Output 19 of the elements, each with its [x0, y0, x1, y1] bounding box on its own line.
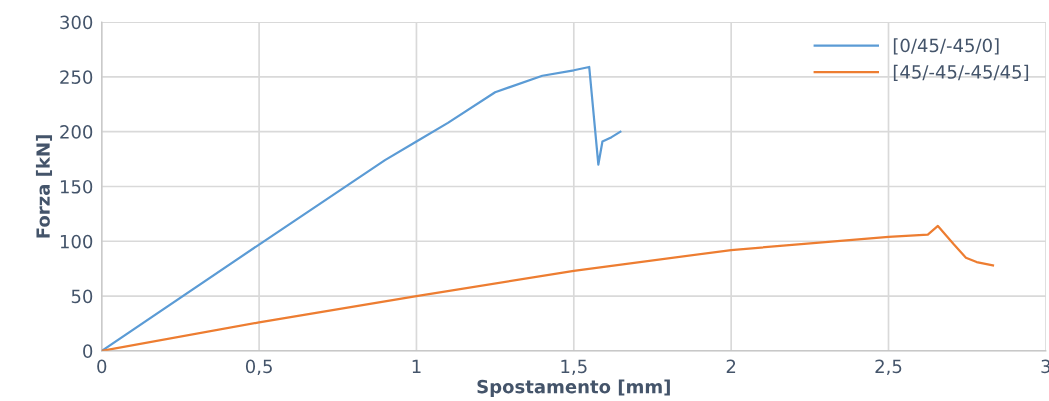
x-tick-label: 0,5 — [245, 359, 272, 376]
y-tick-label: 200 — [60, 125, 93, 139]
line-series — [101, 224, 995, 351]
x-tick-label: 0 — [97, 359, 107, 374]
y-tick-label: 50 — [71, 289, 93, 304]
legend-label: [0/45/-45/0] — [893, 38, 999, 55]
x-tick-label: 1,5 — [561, 359, 587, 376]
y-tick-label: 100 — [60, 234, 93, 249]
y-tick-label: 0 — [83, 344, 93, 358]
line-series — [101, 65, 622, 351]
y-tick-label: 300 — [60, 15, 93, 30]
x-axis-title: Spostamento [mm] — [477, 379, 670, 397]
x-tick-label: 1 — [412, 359, 421, 373]
legend-label: [45/-45/-45/45] — [893, 64, 1029, 81]
y-axis-title: Forza [kN] — [35, 135, 53, 238]
y-tick-label: 250 — [60, 70, 93, 84]
y-tick-label: 150 — [60, 179, 93, 194]
x-tick-label: 2,5 — [875, 359, 902, 376]
x-tick-label: 2 — [726, 359, 736, 373]
